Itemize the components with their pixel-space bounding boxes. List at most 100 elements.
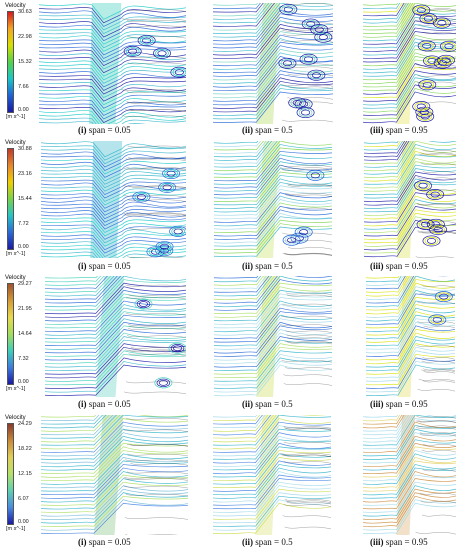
colorbar-tick: 21.95 <box>18 306 32 312</box>
streamline <box>282 33 333 37</box>
vortex-ring <box>159 243 170 250</box>
streamline <box>45 311 186 343</box>
streamline <box>287 247 332 250</box>
streamline <box>418 9 456 12</box>
streamline <box>45 276 112 293</box>
vortex-ring <box>414 6 429 15</box>
streamline <box>39 121 147 124</box>
streamline <box>280 40 333 43</box>
colorbar-tick: 6.07 <box>18 496 29 502</box>
colorbar-gradient <box>7 423 14 525</box>
streamline <box>45 364 186 396</box>
streamline <box>214 141 262 148</box>
streamline <box>421 369 455 372</box>
streamline <box>214 343 332 375</box>
vortex-ring <box>428 314 447 326</box>
streamline <box>287 73 333 77</box>
streamline <box>213 485 331 517</box>
streamline <box>41 155 186 171</box>
streamline <box>364 212 456 244</box>
streamline-panel-span-0.5 <box>213 415 331 535</box>
streamline <box>281 303 332 307</box>
streamline <box>41 485 188 517</box>
streamline <box>45 276 186 308</box>
panel-caption: (ii) span = 0.5 <box>242 125 293 135</box>
vortex-ring <box>437 292 451 301</box>
streamline <box>41 415 188 446</box>
streamline <box>214 185 332 216</box>
streamline <box>45 293 186 325</box>
colorbar-gradient <box>7 283 14 385</box>
streamline <box>41 196 186 213</box>
streamline <box>127 199 186 202</box>
streamline <box>214 141 273 161</box>
streamline <box>39 71 186 88</box>
streamline <box>363 6 456 38</box>
vortex-ring <box>428 190 442 199</box>
streamline <box>213 492 331 524</box>
vortex-ring <box>136 299 151 309</box>
vortex-ring <box>155 241 174 253</box>
vortex-ring <box>301 55 316 64</box>
streamline <box>214 276 332 308</box>
streamline <box>422 149 456 153</box>
streamline <box>39 85 186 102</box>
vortex-ring <box>426 218 445 230</box>
vortex-ring <box>444 43 454 50</box>
streamline <box>366 339 455 372</box>
streamline <box>364 141 403 151</box>
velocity-colorbar: Velocity 29.27 21.95 14.64 7.32 0.00 [m … <box>3 275 37 393</box>
streamline <box>39 96 186 113</box>
velocity-colorbar: Velocity 30.63 22.98 15.32 7.66 0.00 [m … <box>3 3 37 121</box>
streamline <box>41 203 186 220</box>
panel-caption: (i) span = 0.05 <box>78 537 131 547</box>
streamline <box>123 476 188 480</box>
streamline-panel-span-0.95 <box>366 276 455 397</box>
vortex-ring <box>283 6 293 13</box>
vortex-ring <box>307 69 326 81</box>
streamline <box>419 432 456 435</box>
vortex-ring <box>137 35 156 46</box>
streamline <box>363 415 403 425</box>
vortex-ring <box>420 80 435 89</box>
vortex-ring <box>142 37 152 44</box>
streamline-plot <box>213 3 333 124</box>
streamline-plot <box>364 141 456 258</box>
streamline <box>364 202 456 234</box>
streamline <box>363 485 456 517</box>
streamline <box>39 42 186 59</box>
vortex-ring <box>125 47 140 56</box>
vortex-ring <box>439 293 449 300</box>
streamline <box>41 145 186 161</box>
streamline <box>363 418 456 450</box>
streamline <box>213 460 331 492</box>
streamline <box>41 439 188 471</box>
vortex-ring <box>157 50 167 57</box>
streamline <box>125 296 186 300</box>
streamline <box>363 34 456 67</box>
streamline <box>364 141 399 144</box>
streamline <box>364 141 406 154</box>
streamline <box>45 276 105 286</box>
streamline <box>41 189 186 206</box>
streamline <box>213 55 333 88</box>
streamline <box>213 48 333 81</box>
vortex-ring <box>314 26 324 33</box>
streamline <box>415 532 456 535</box>
streamline <box>415 420 456 424</box>
streamline <box>213 439 331 471</box>
streamline <box>214 311 332 343</box>
colorbar-tick: 7.72 <box>18 221 29 227</box>
colorbar-tick: 0.00 <box>18 244 29 250</box>
figure-row-1: Velocity 30.63 22.98 15.32 7.66 0.00 [m … <box>0 0 462 136</box>
colorbar-tick: 30.88 <box>18 146 32 152</box>
streamline <box>41 415 114 436</box>
streamline <box>39 106 186 123</box>
panel-caption: (i) span = 0.05 <box>78 261 131 271</box>
blade-passage-region <box>88 3 122 124</box>
streamline <box>284 253 332 256</box>
streamline <box>214 318 332 350</box>
streamline <box>213 442 331 475</box>
streamline-panel-span-0.05 <box>41 415 188 535</box>
streamline <box>41 456 188 489</box>
